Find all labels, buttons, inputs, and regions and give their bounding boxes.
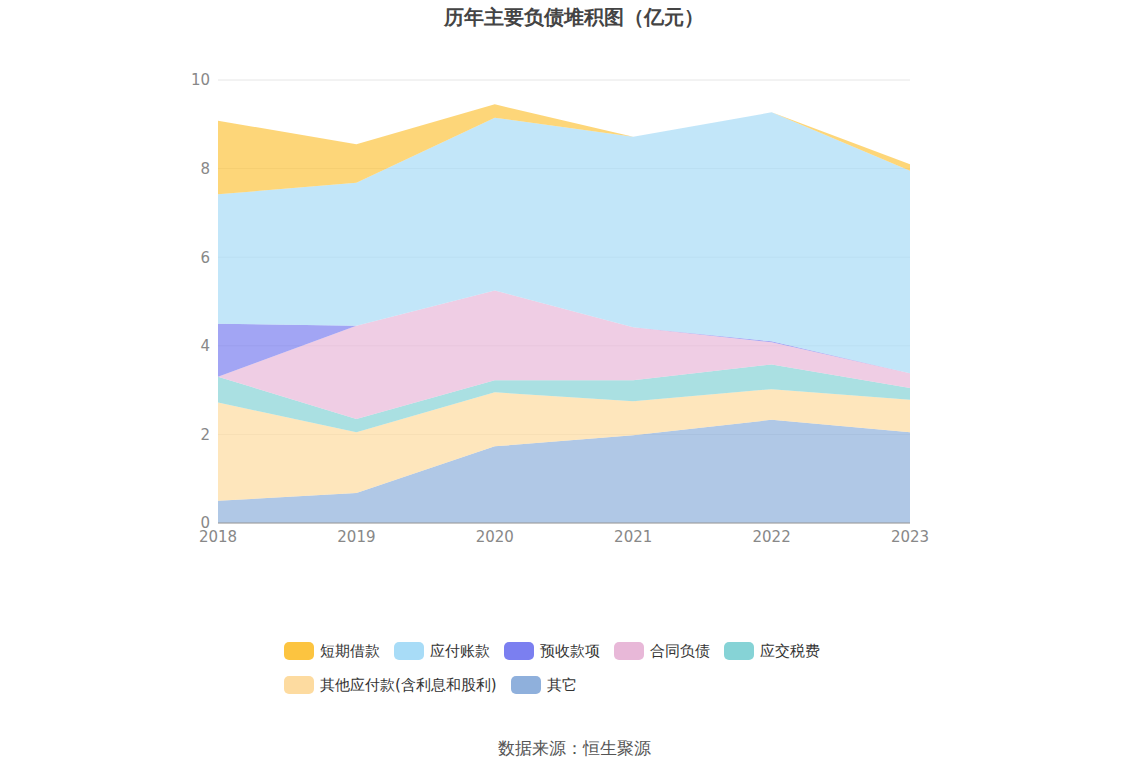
html-text:历年主要负债堆积图（亿元）: 历年主要负债堆积图（亿元）	[444, 5, 704, 29]
svg-text:6: 6	[200, 249, 210, 267]
svg-text:0: 0	[200, 514, 210, 532]
svg-text:2022: 2022	[753, 528, 791, 546]
html-text:数据来源：恒生聚源: 数据来源：恒生聚源	[497, 738, 651, 758]
svg-text:2018: 2018	[198, 527, 238, 546]
svg-text:2: 2	[200, 426, 210, 444]
svg-text:8: 8	[200, 160, 210, 178]
svg-text:10: 10	[191, 71, 210, 89]
html-text:合同负债: 合同负债	[650, 641, 710, 660]
html-text:其它: 其它	[546, 675, 577, 694]
html-text:其他应付款(含利息和股利): 其他应付款(含利息和股利)	[320, 675, 497, 694]
html-text:应交税费: 应交税费	[760, 641, 820, 660]
svg-text:4: 4	[200, 337, 210, 355]
svg-text:2019: 2019	[337, 528, 375, 546]
html-text:预收款项: 预收款项	[540, 641, 600, 660]
svg-text:2023: 2023	[891, 528, 929, 546]
svg-text:2020: 2020	[476, 528, 514, 546]
html-text:应付账款: 应付账款	[430, 641, 490, 660]
svg-text:2021: 2021	[614, 528, 652, 546]
html-text:短期借款: 短期借款	[320, 641, 380, 660]
